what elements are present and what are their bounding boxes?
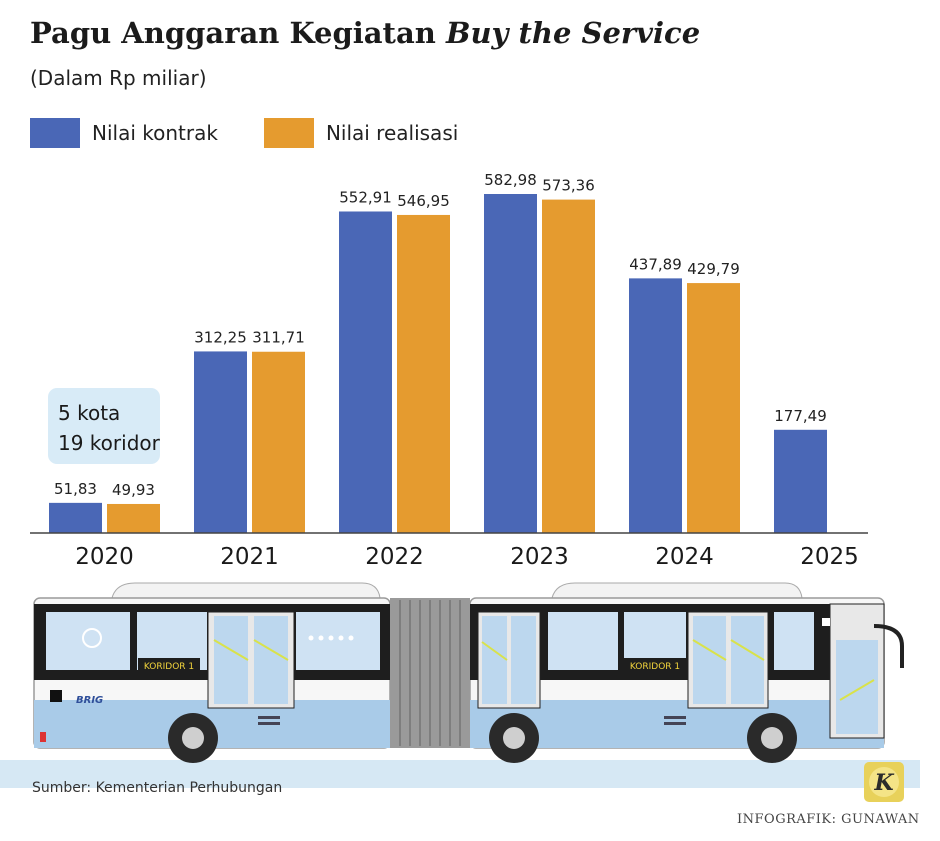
- bar-kontrak-2022: [339, 211, 392, 534]
- chart-title-italic: Buy the Service: [445, 16, 701, 50]
- data-label-realisasi-2024: 429,79: [687, 260, 740, 278]
- data-label-kontrak-2022: 552,91: [339, 188, 392, 206]
- bar-realisasi-2023: [542, 199, 595, 533]
- bus-route-label-2: KORIDOR 1: [630, 662, 680, 672]
- infographic-credit: INFOGRAFIK: GUNAWAN: [737, 812, 920, 827]
- x-tick-label-2024: 2024: [655, 544, 714, 570]
- x-tick-label-2020: 2020: [75, 544, 134, 570]
- legend-label-realisasi: Nilai realisasi: [325, 121, 459, 145]
- legend-item-kontrak: Nilai kontrak: [30, 118, 218, 148]
- legend-item-realisasi: Nilai realisasi: [263, 118, 459, 148]
- bar-realisasi-2021: [252, 351, 305, 533]
- legend: Nilai kontrak Nilai realisasi: [30, 118, 504, 148]
- chart-title: Pagu Anggaran Kegiatan Buy the Service: [30, 16, 701, 50]
- data-label-realisasi-2021: 311,71: [252, 329, 305, 347]
- bar-realisasi-2024: [687, 283, 740, 533]
- bar-kontrak-2020: [49, 502, 102, 533]
- data-label-kontrak-2023: 582,98: [484, 171, 537, 189]
- bar-kontrak-2024: [629, 278, 682, 533]
- data-label-realisasi-2023: 573,36: [542, 177, 595, 195]
- bar-kontrak-2025: [774, 429, 827, 533]
- data-label-kontrak-2024: 437,89: [629, 255, 682, 273]
- data-label-realisasi-2022: 546,95: [397, 192, 450, 210]
- x-tick-label-2022: 2022: [365, 544, 424, 570]
- x-tick-label-2021: 2021: [220, 544, 279, 570]
- legend-swatch-kontrak: [30, 118, 80, 148]
- bar-realisasi-2020: [107, 503, 160, 533]
- chart-subtitle: (Dalam Rp miliar): [30, 66, 207, 90]
- annotation-line-2: 19 koridor: [58, 431, 161, 455]
- bus-route-label-1: KORIDOR 1: [144, 662, 194, 672]
- data-label-kontrak-2021: 312,25: [194, 328, 247, 346]
- x-tick-label-2025: 2025: [800, 544, 859, 570]
- bus-illustration: KORIDOR 1 BRIG KORIDOR 1: [0, 582, 920, 788]
- annotation-line-1: 5 kota: [58, 401, 120, 425]
- bar-kontrak-2023: [484, 194, 537, 533]
- legend-label-kontrak: Nilai kontrak: [92, 121, 218, 145]
- annotation-box: 5 kota 19 koridor: [48, 388, 161, 464]
- bar-kontrak-2021: [194, 351, 247, 533]
- bus-logo: BRIG: [76, 695, 103, 706]
- x-tick-label-2023: 2023: [510, 544, 569, 570]
- publisher-badge: K: [864, 762, 904, 802]
- data-label-kontrak-2020: 51,83: [54, 480, 97, 498]
- bar-realisasi-2022: [397, 214, 450, 533]
- badge-letter: K: [873, 770, 894, 796]
- legend-swatch-realisasi: [263, 118, 314, 148]
- data-label-kontrak-2025: 177,49: [774, 407, 827, 425]
- source-note: Sumber: Kementerian Perhubungan: [32, 780, 283, 796]
- data-label-realisasi-2020: 49,93: [112, 481, 155, 499]
